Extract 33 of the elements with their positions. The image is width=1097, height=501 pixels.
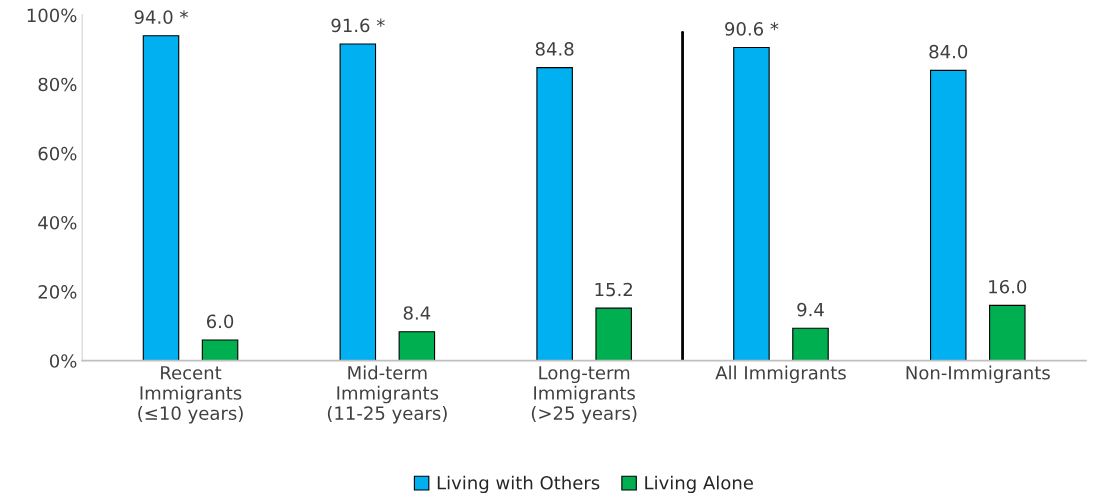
data-label: 9.4 [797,302,824,317]
bar [929,69,967,361]
bar [142,35,180,361]
bar [595,307,632,361]
data-label: 16.0 [989,279,1027,294]
x-tick-label: Mid-term Immigrants (11-25 years) [327,365,447,424]
data-label: 90.6 * [725,22,779,36]
bar [398,331,436,361]
x-tick-label: Recent Immigrants (≤10 years) [138,366,243,424]
legend-label: Living with Others [437,475,600,494]
bar [733,46,770,361]
legend-label: Living Alone [645,475,753,494]
y-tick-label: 0% [49,354,77,368]
data-label: 15.2 [595,282,632,297]
data-label: 84.8 [535,42,574,56]
data-label: 91.6 * [331,18,385,33]
x-tick-label: Long-term Immigrants (>25 years) [531,366,637,424]
bar [989,304,1026,361]
data-label: 94.0 * [134,10,188,24]
y-tick-label: 100% [27,8,77,23]
bar [792,327,829,361]
y-tick-label: 40% [38,215,77,230]
y-tick-label: 60% [38,146,77,161]
bar [339,43,377,361]
data-label: 8.4 [403,306,431,320]
y-tick-label: 20% [38,285,77,299]
bar [536,67,573,361]
bar [201,339,239,361]
data-label: 6.0 [206,314,234,329]
x-tick-label: All Immigrants [715,365,846,384]
y-tick-label: 80% [38,77,77,92]
x-tick-label: Non-Immigrants [906,365,1050,384]
data-label: 84.0 [929,44,968,59]
